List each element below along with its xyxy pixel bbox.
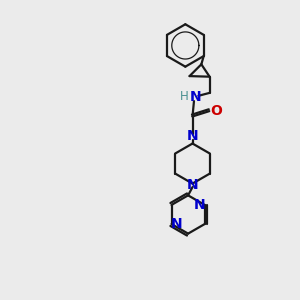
Text: N: N xyxy=(187,129,198,143)
Text: N: N xyxy=(187,178,198,192)
Text: N: N xyxy=(194,198,205,212)
Text: N: N xyxy=(171,217,183,231)
Text: O: O xyxy=(210,103,222,118)
Text: H: H xyxy=(180,90,189,103)
Text: N: N xyxy=(190,90,201,104)
